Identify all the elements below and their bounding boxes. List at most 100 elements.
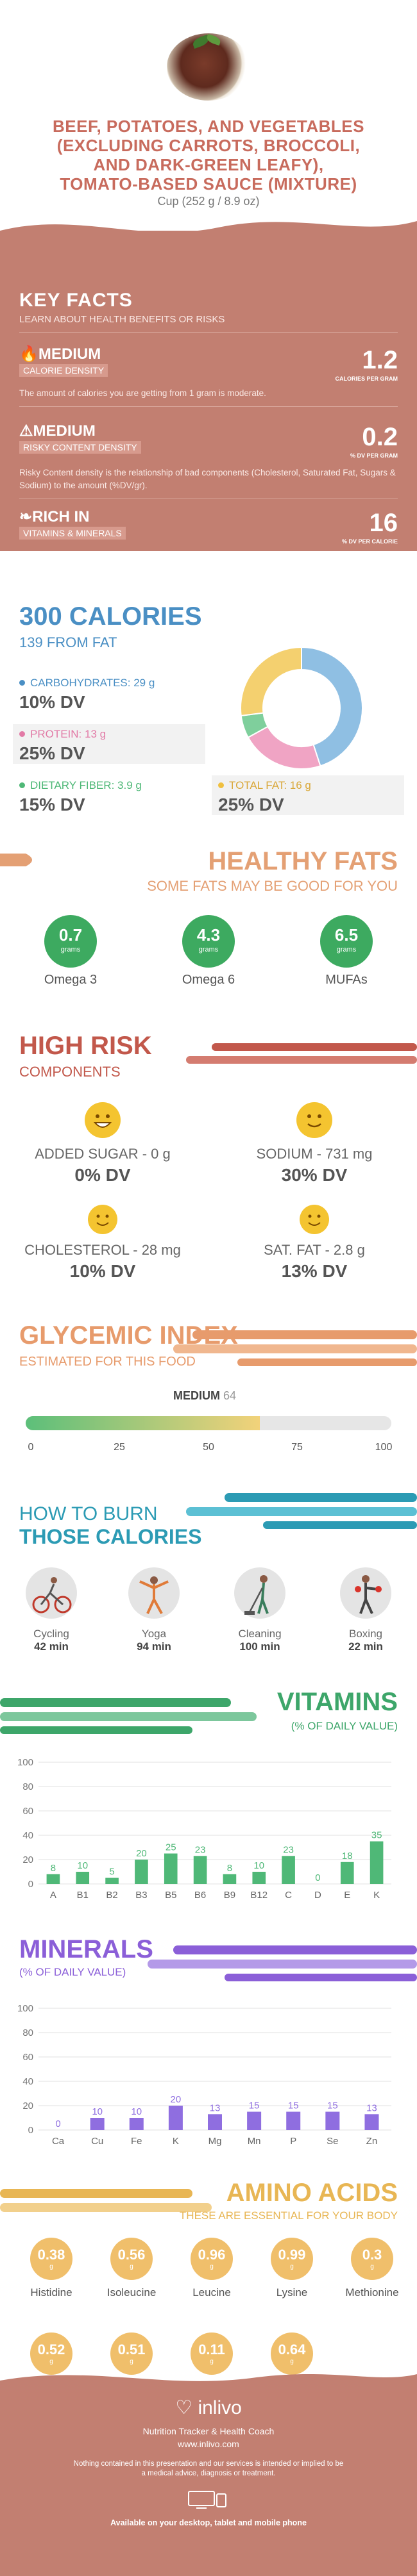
fat-badge: 6.5 grams xyxy=(320,915,373,968)
data-label: 20 xyxy=(136,1848,147,1859)
x-tick-label: C xyxy=(285,1890,292,1901)
nutrient-carbohydrates: CARBOHYDRATES: 29 g 10% DV xyxy=(19,677,155,712)
x-tick-label: Se xyxy=(327,2136,338,2147)
rich-in-level: ❧RICH IN xyxy=(19,508,90,525)
brand-logo[interactable]: ♡ inlivo xyxy=(175,2397,242,2418)
y-tick-label: 60 xyxy=(22,2052,33,2063)
mineral-bar-Mn xyxy=(247,2111,262,2130)
footer-tagline: Nutrition Tracker & Health Coach xyxy=(142,2426,275,2436)
wave-divider xyxy=(0,221,417,244)
mineral-bar-Se xyxy=(325,2111,340,2130)
amino-badge: 0.51 g xyxy=(110,2332,153,2375)
wave-divider xyxy=(186,1043,417,1064)
glycemic-subtitle: ESTIMATED FOR THIS FOOD xyxy=(19,1355,196,1369)
fat-badge: 0.7 grams xyxy=(44,915,97,968)
amino-badge: 0.99 g xyxy=(271,2238,313,2280)
rich-in-unit: % DV PER CALORIE xyxy=(341,538,398,545)
y-tick-label: 20 xyxy=(22,2101,33,2111)
donut-slice-carbohydrates xyxy=(301,646,363,767)
vitamin-bar-B3 xyxy=(135,1860,148,1884)
vitamin-bar-K xyxy=(370,1841,384,1884)
data-label: 35 xyxy=(371,1830,382,1841)
vitamins-subtitle: (% OF DAILY VALUE) xyxy=(291,1720,398,1732)
data-label: 15 xyxy=(327,2101,338,2111)
x-tick-label: Cu xyxy=(91,2136,103,2147)
footer-url[interactable]: www.inlivo.com xyxy=(178,2439,239,2449)
legend-dot xyxy=(19,680,25,686)
x-tick-label: Fe xyxy=(131,2136,142,2147)
data-label: 23 xyxy=(195,1844,206,1855)
y-tick-label: 80 xyxy=(22,1781,33,1792)
glycemic-bar xyxy=(26,1416,391,1430)
mineral-bar-Zn xyxy=(364,2114,379,2130)
x-tick-label: B9 xyxy=(224,1890,235,1901)
y-tick-label: 40 xyxy=(22,1830,33,1841)
vitamin-bar-B5 xyxy=(164,1853,178,1884)
amino-badge: 0.11 g xyxy=(191,2332,233,2375)
vitamin-bar-B1 xyxy=(76,1872,90,1884)
leaf-icon: ❧ xyxy=(19,508,33,525)
wave-divider xyxy=(148,1945,417,1981)
fat-badge: 4.3 grams xyxy=(182,915,235,968)
legend-dot xyxy=(218,782,224,788)
amino-subtitle: THESE ARE ESSENTIAL FOR YOUR BODY xyxy=(179,2209,398,2222)
x-tick-label: Mn xyxy=(248,2136,261,2147)
healthy-fats-subtitle: SOME FATS MAY BE GOOD FOR YOU xyxy=(147,878,398,894)
x-tick-label: D xyxy=(314,1890,321,1901)
mineral-bar-Mg xyxy=(208,2114,222,2130)
risk-added-sugar: ADDED SUGAR - 0 g 0% DV xyxy=(13,1102,192,1185)
data-label: 10 xyxy=(253,1860,264,1871)
wave-divider xyxy=(0,2189,212,2212)
cycling-icon xyxy=(26,1567,77,1619)
x-tick-label: B5 xyxy=(165,1890,176,1901)
fat-omega3: 0.7 grams Omega 3 xyxy=(19,915,122,987)
key-facts-section: KEY FACTS LEARN ABOUT HEALTH BENEFITS OR… xyxy=(0,221,417,551)
amino-methionine: 0.3 g Methionine xyxy=(334,2238,411,2299)
risky-density-desc: Risky Content density is the relationshi… xyxy=(19,468,396,490)
calorie-density-level: 🔥MEDIUM xyxy=(19,345,101,363)
minerals-title: MINERALS xyxy=(19,1935,153,1963)
risk-sat-fat: SAT. FAT - 2.8 g 13% DV xyxy=(225,1205,404,1282)
y-tick-label: 100 xyxy=(17,2003,33,2014)
donut-slice-protein xyxy=(247,725,321,770)
donut-slice-fat xyxy=(240,646,302,717)
key-facts-title: KEY FACTS xyxy=(19,290,133,311)
amino-isoleucine: 0.56 g Isoleucine xyxy=(93,2238,170,2299)
burn-title-line2: THOSE CALORIES xyxy=(19,1525,202,1548)
calorie-density-unit: CALORIES PER GRAM xyxy=(335,376,398,382)
y-tick-label: 100 xyxy=(17,1757,33,1768)
glycemic-fill xyxy=(26,1416,260,1430)
nutrient-fat: TOTAL FAT: 16 g 25% DV xyxy=(212,775,404,815)
healthy-fats-title: HEALTHY FATS xyxy=(208,847,398,875)
glycemic-tick: 75 xyxy=(291,1442,303,1453)
heart-icon: ♡ xyxy=(175,2397,193,2418)
y-tick-label: 80 xyxy=(22,2027,33,2038)
risky-density-value: 0.2 xyxy=(362,423,398,451)
amino-badge: 0.38 g xyxy=(30,2238,72,2280)
nutrient-fiber: DIETARY FIBER: 3.9 g 15% DV xyxy=(19,779,142,814)
data-label: 20 xyxy=(171,2094,182,2105)
data-label: 15 xyxy=(288,2101,299,2111)
vitamins-bar-chart: 0 20 40 60 80 100 8 A 10 B1 5 B2 20 B3 25 B5 23 B6 8 B9 10 B1… xyxy=(17,1757,391,1901)
data-label: 25 xyxy=(166,1842,176,1853)
mineral-bar-K xyxy=(168,2106,183,2130)
rich-in-value: 16 xyxy=(369,509,398,537)
x-tick-label: K xyxy=(173,2136,179,2147)
calorie-density-value: 1.2 xyxy=(362,346,398,374)
data-label: 10 xyxy=(92,2106,103,2117)
data-label: 8 xyxy=(227,1863,232,1874)
smile-icon xyxy=(85,1102,121,1138)
calories-donut-chart xyxy=(240,646,363,770)
vitamin-bar-B6 xyxy=(193,1856,207,1884)
x-tick-label: B3 xyxy=(135,1890,147,1901)
flame-icon: 🔥 xyxy=(19,345,38,363)
fat-omega6: 4.3 grams Omega 6 xyxy=(157,915,260,987)
smile-icon xyxy=(296,1102,332,1138)
wave-divider xyxy=(0,2374,417,2390)
data-label: 23 xyxy=(283,1844,294,1855)
data-label: 13 xyxy=(366,2102,377,2113)
x-tick-label: Ca xyxy=(52,2136,65,2147)
fat-mufas: 6.5 grams MUFAs xyxy=(295,915,398,987)
x-tick-label: A xyxy=(50,1890,56,1901)
y-tick-label: 0 xyxy=(28,2125,33,2136)
